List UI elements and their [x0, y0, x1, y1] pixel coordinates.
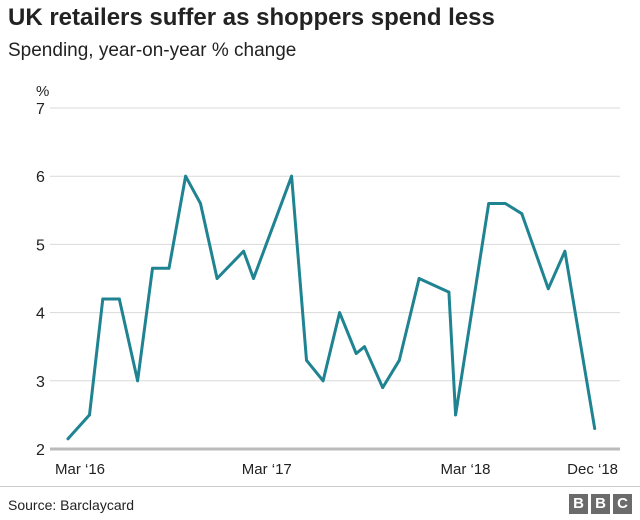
data-point: [520, 212, 524, 216]
data-point: [101, 297, 105, 301]
data-point: [136, 379, 139, 383]
data-point: [321, 379, 325, 383]
bbc-logo-letter: B: [591, 494, 610, 514]
y-tick-label: 2: [36, 442, 45, 459]
data-point: [290, 174, 293, 178]
data-point: [117, 297, 121, 301]
x-tick-label: Mar ‘17: [242, 461, 292, 478]
data-point: [151, 266, 154, 270]
footer-divider: [0, 486, 640, 487]
y-tick-label: 7: [36, 101, 45, 118]
x-tick-label: Mar ‘16: [55, 461, 105, 478]
data-point: [184, 174, 187, 178]
y-tick-label: 3: [36, 374, 45, 391]
data-point: [338, 311, 342, 314]
data-point: [242, 249, 245, 253]
data-point: [167, 266, 171, 270]
data-point: [381, 386, 385, 390]
chart-title: UK retailers suffer as shoppers spend le…: [8, 4, 495, 31]
data-point: [593, 427, 597, 430]
data-point: [252, 277, 255, 280]
bbc-logo-letter: B: [569, 494, 588, 514]
data-point: [215, 277, 219, 280]
y-tick-label: 6: [36, 169, 45, 186]
data-point: [454, 413, 457, 417]
data-point: [88, 413, 91, 417]
data-point: [503, 202, 507, 205]
data-point: [487, 202, 491, 205]
data-point: [546, 287, 550, 291]
chart-subtitle: Spending, year-on-year % change: [8, 40, 297, 61]
data-point: [563, 249, 567, 253]
source-note: Source: Barclaycard: [8, 497, 135, 513]
bbc-logo-letter: C: [613, 494, 632, 514]
data-point: [354, 352, 358, 355]
y-axis-unit-label: %: [36, 83, 49, 100]
data-point: [363, 345, 366, 349]
bbc-logo: B B C: [569, 494, 632, 514]
data-series-line: [66, 174, 597, 441]
data-point: [305, 358, 308, 362]
data-point: [447, 290, 451, 294]
x-tick-label: Mar ‘18: [440, 461, 490, 478]
line-chart: % 2 3 4 5 6 7 Mar ‘16 Mar ‘17 Mar ‘18 Dec ‘18: [36, 83, 620, 478]
data-point: [397, 358, 401, 362]
data-point: [66, 437, 70, 441]
y-tick-label: 4: [36, 306, 45, 323]
x-tick-label: Dec ‘18: [567, 461, 618, 478]
data-point: [199, 202, 202, 205]
y-tick-label: 5: [36, 237, 45, 254]
data-point: [417, 277, 421, 280]
